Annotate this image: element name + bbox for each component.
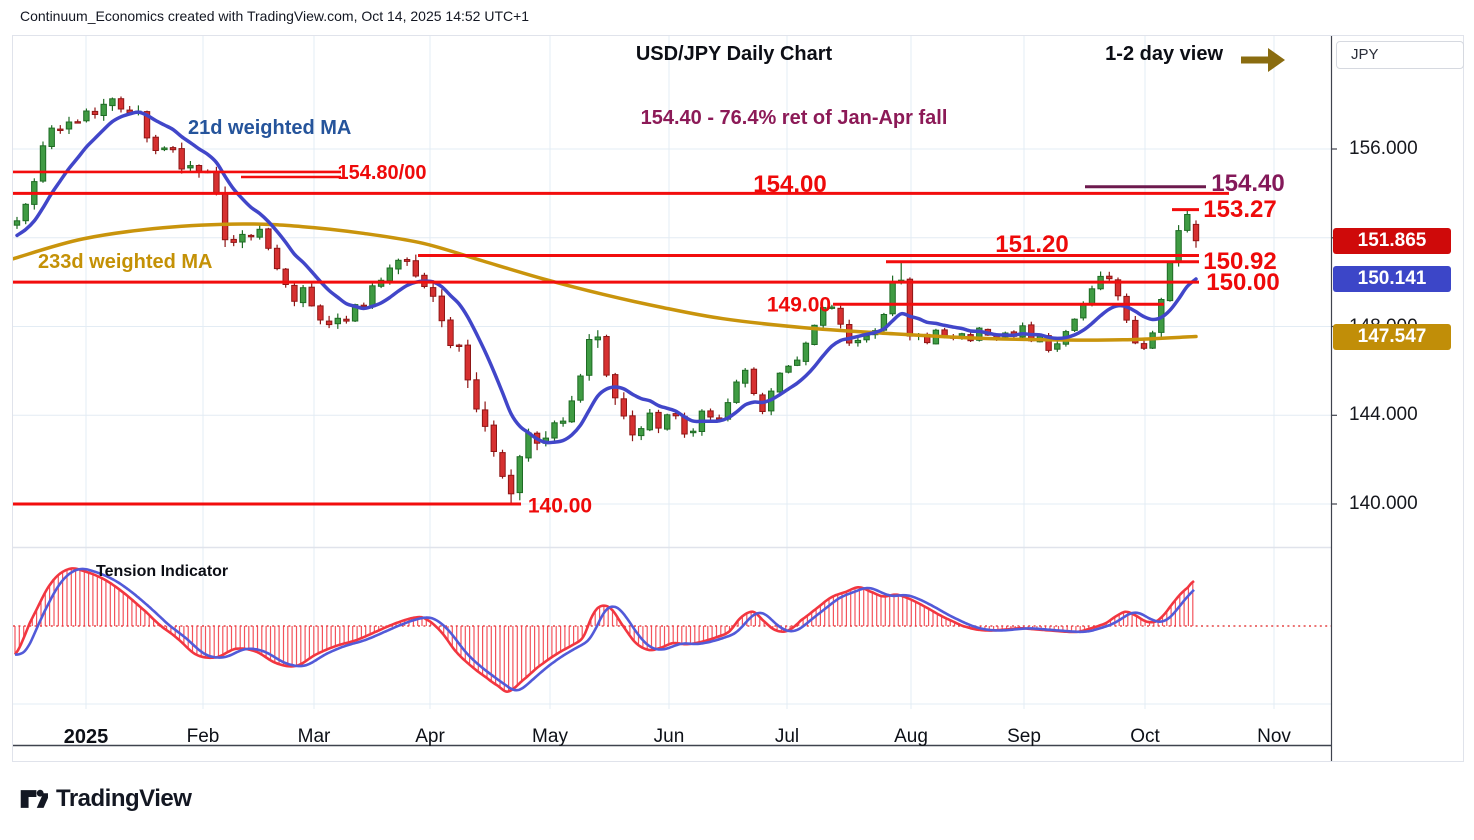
month-label: Jun xyxy=(653,726,685,747)
price-tick-label: 140.000 xyxy=(1349,493,1418,514)
ma21-label: 21d weighted MA xyxy=(188,117,352,139)
price-level-label: 150.92 xyxy=(1203,248,1277,275)
price-badge: 147.547 xyxy=(1333,323,1451,350)
price-level-label: 140.00 xyxy=(527,494,593,518)
candlestick-series xyxy=(13,96,1200,505)
price-level-label: 149.00 xyxy=(766,293,832,317)
tension-blue-line xyxy=(14,567,1195,692)
month-label: Aug xyxy=(894,726,928,747)
month-label: Jul xyxy=(774,726,800,747)
price-level-label: 153.27 xyxy=(1203,196,1277,223)
attribution-text: Continuum_Economics created with Trading… xyxy=(20,8,530,24)
retracement-note: 154.40 - 76.4% ret of Jan-Apr fall xyxy=(640,107,948,129)
tradingview-logo-icon xyxy=(20,789,48,808)
symbol-currency-box[interactable]: JPY xyxy=(1336,41,1464,69)
ma-21-line xyxy=(15,110,1198,445)
chart-canvas[interactable] xyxy=(13,36,1463,761)
gridlines xyxy=(13,36,1337,709)
tradingview-logo-text: TradingView xyxy=(56,785,192,812)
month-label: Nov xyxy=(1257,726,1291,747)
price-level-label: 150.00 xyxy=(1206,269,1280,296)
ma233-label: 233d weighted MA xyxy=(38,251,213,273)
price-level-label: 154.80/00 xyxy=(337,162,427,184)
month-label: Feb xyxy=(186,726,220,747)
month-label: Oct xyxy=(1130,726,1160,747)
price-level-label: 154.40 xyxy=(1211,170,1285,197)
month-label: Sep xyxy=(1007,726,1041,747)
price-level-label: 151.20 xyxy=(995,231,1069,258)
chart-widget: USD/JPY Daily Chart 1-2 day view 154.40 … xyxy=(12,35,1464,762)
price-badge: 150.141 xyxy=(1333,265,1451,292)
price-level-label: 154.00 xyxy=(753,171,827,198)
month-label: Mar xyxy=(297,726,331,747)
month-label: Apr xyxy=(415,726,445,747)
ma-233-line xyxy=(13,222,1198,342)
level-lines xyxy=(13,170,1229,506)
tension-indicator-label: Tension Indicator xyxy=(96,563,229,580)
price-tick-label: 156.000 xyxy=(1349,138,1418,159)
tradingview-logo[interactable]: TradingView xyxy=(18,784,192,814)
tension-histogram xyxy=(14,568,1194,692)
view-horizon-label: 1-2 day view xyxy=(1105,43,1223,65)
price-badge: 151.865 xyxy=(1333,227,1451,254)
month-label: May xyxy=(532,726,568,747)
month-label: 2025 xyxy=(63,726,109,748)
tension-indicator xyxy=(13,567,1331,694)
right-arrow-icon xyxy=(1239,45,1287,75)
chart-title: USD/JPY Daily Chart xyxy=(635,43,833,65)
price-tick-label: 144.000 xyxy=(1349,404,1418,426)
